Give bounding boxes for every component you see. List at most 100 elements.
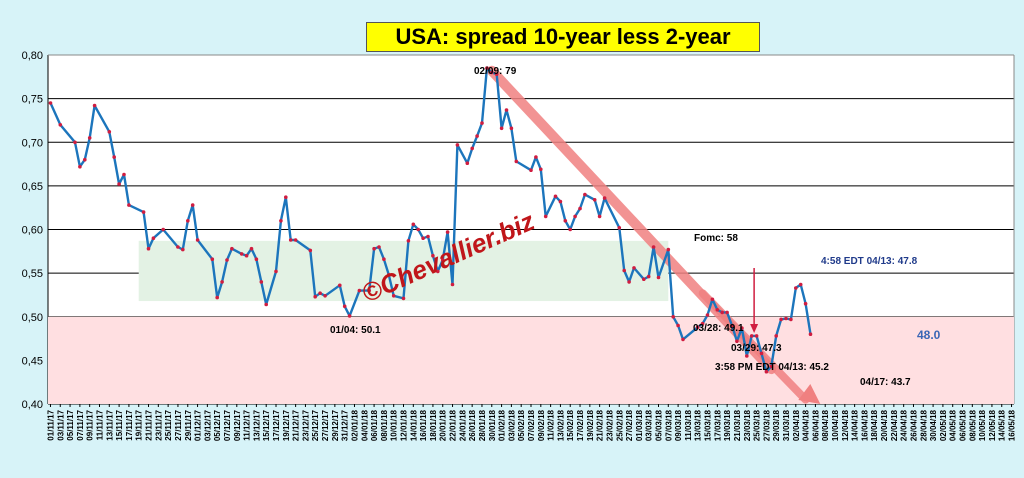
x-tick-label: 02/04/18 xyxy=(792,409,801,441)
data-point xyxy=(651,245,656,249)
data-point xyxy=(779,317,783,322)
data-point xyxy=(372,246,376,251)
data-point xyxy=(632,266,636,270)
x-tick-label: 22/01/18 xyxy=(449,409,458,441)
x-tick-label: 23/11/17 xyxy=(154,409,163,440)
data-point xyxy=(490,70,494,75)
data-point xyxy=(455,143,460,147)
data-point xyxy=(563,219,568,223)
data-point xyxy=(695,325,700,330)
x-tick-label: 23/03/18 xyxy=(743,409,752,441)
x-tick-label: 29/03/18 xyxy=(772,409,781,441)
x-tick-label: 19/02/18 xyxy=(586,409,595,441)
data-point xyxy=(808,332,813,337)
x-tick-label: 03/02/18 xyxy=(507,409,516,441)
x-tick-label: 13/12/17 xyxy=(252,409,261,441)
x-tick-label: 21/11/17 xyxy=(145,409,154,440)
data-point xyxy=(244,253,249,258)
data-point xyxy=(58,123,63,127)
data-point xyxy=(774,334,778,338)
data-point xyxy=(759,351,764,356)
x-tick-label: 27/12/17 xyxy=(321,409,330,441)
data-point xyxy=(377,245,381,249)
data-point xyxy=(431,253,435,258)
data-point xyxy=(190,203,195,207)
x-tick-label: 21/03/18 xyxy=(733,409,742,441)
data-point xyxy=(534,155,538,159)
data-point xyxy=(543,214,548,219)
x-tick-label: 19/11/17 xyxy=(135,409,144,440)
annotation-label: 04/17: 43.7 xyxy=(860,377,911,388)
data-point xyxy=(725,310,729,315)
x-tick-label: 03/03/18 xyxy=(645,409,654,441)
x-tick-label: 11/03/18 xyxy=(684,409,693,440)
data-point xyxy=(529,168,533,172)
data-point xyxy=(499,126,504,131)
x-tick-label: 01/03/18 xyxy=(635,409,644,441)
data-point xyxy=(73,140,77,145)
data-point xyxy=(318,291,322,296)
x-tick-label: 15/02/18 xyxy=(566,409,575,441)
y-tick-label: 0,65 xyxy=(22,181,43,193)
data-point xyxy=(225,258,229,262)
x-tick-label: 05/11/17 xyxy=(66,409,75,440)
data-point xyxy=(642,277,646,282)
data-point xyxy=(745,354,749,358)
x-tick-label: 11/02/18 xyxy=(547,409,556,440)
x-tick-label: 28/04/18 xyxy=(919,409,928,441)
data-point xyxy=(784,316,788,321)
y-tick-label: 0,75 xyxy=(22,94,43,106)
annotation-label: 3:58 PM EDT 04/13: 45.2 xyxy=(715,362,829,373)
x-tick-label: 25/02/18 xyxy=(615,409,624,441)
y-tick-label: 0,60 xyxy=(22,225,43,237)
x-tick-label: 17/11/17 xyxy=(125,409,134,440)
x-tick-label: 18/01/18 xyxy=(429,409,438,441)
x-tick-label: 27/11/17 xyxy=(174,409,183,440)
data-point xyxy=(406,239,411,243)
annotation-label: Fomc: 58 xyxy=(694,233,738,244)
x-tick-label: 17/12/17 xyxy=(272,409,281,441)
annotation-label: 03/28: 49.1 xyxy=(693,323,744,334)
x-tick-label: 16/04/18 xyxy=(860,409,869,441)
data-point xyxy=(671,315,675,319)
x-tick-label: 04/04/18 xyxy=(802,409,811,441)
data-point xyxy=(308,248,313,253)
data-point xyxy=(754,334,759,338)
data-point xyxy=(112,155,116,159)
data-point xyxy=(391,294,396,298)
x-tick-label: 29/11/17 xyxy=(184,409,193,440)
data-point xyxy=(803,301,808,306)
x-tick-label: 07/03/18 xyxy=(664,409,673,441)
x-tick-label: 01/12/17 xyxy=(194,409,203,441)
data-point xyxy=(78,164,82,169)
data-point xyxy=(161,227,165,232)
data-point xyxy=(617,226,622,230)
data-point xyxy=(568,227,572,232)
x-tick-label: 27/02/18 xyxy=(625,409,634,441)
data-point xyxy=(705,313,710,317)
x-tick-label: 22/04/18 xyxy=(890,409,899,441)
x-tick-label: 14/01/18 xyxy=(409,409,418,441)
x-tick-label: 31/12/17 xyxy=(341,409,350,441)
data-point xyxy=(127,203,131,207)
data-point xyxy=(411,222,416,227)
x-tick-label: 14/04/18 xyxy=(851,409,860,441)
data-point xyxy=(514,159,519,164)
data-point xyxy=(445,230,450,234)
data-point xyxy=(416,227,421,232)
y-tick-label: 0,80 xyxy=(22,50,43,62)
x-tick-label: 09/11/17 xyxy=(86,409,95,440)
data-point xyxy=(627,280,631,284)
data-point xyxy=(357,288,362,293)
data-point xyxy=(769,364,774,369)
x-tick-label: 24/04/18 xyxy=(900,409,909,441)
data-point xyxy=(480,121,484,125)
data-point xyxy=(475,134,479,138)
x-tick-label: 19/12/17 xyxy=(282,409,291,441)
x-tick-label: 10/01/18 xyxy=(390,409,399,441)
data-point xyxy=(789,317,793,322)
x-tick-label: 06/04/18 xyxy=(811,409,820,441)
data-point xyxy=(249,246,254,251)
data-point xyxy=(176,245,180,249)
x-tick-label: 17/03/18 xyxy=(713,409,722,441)
